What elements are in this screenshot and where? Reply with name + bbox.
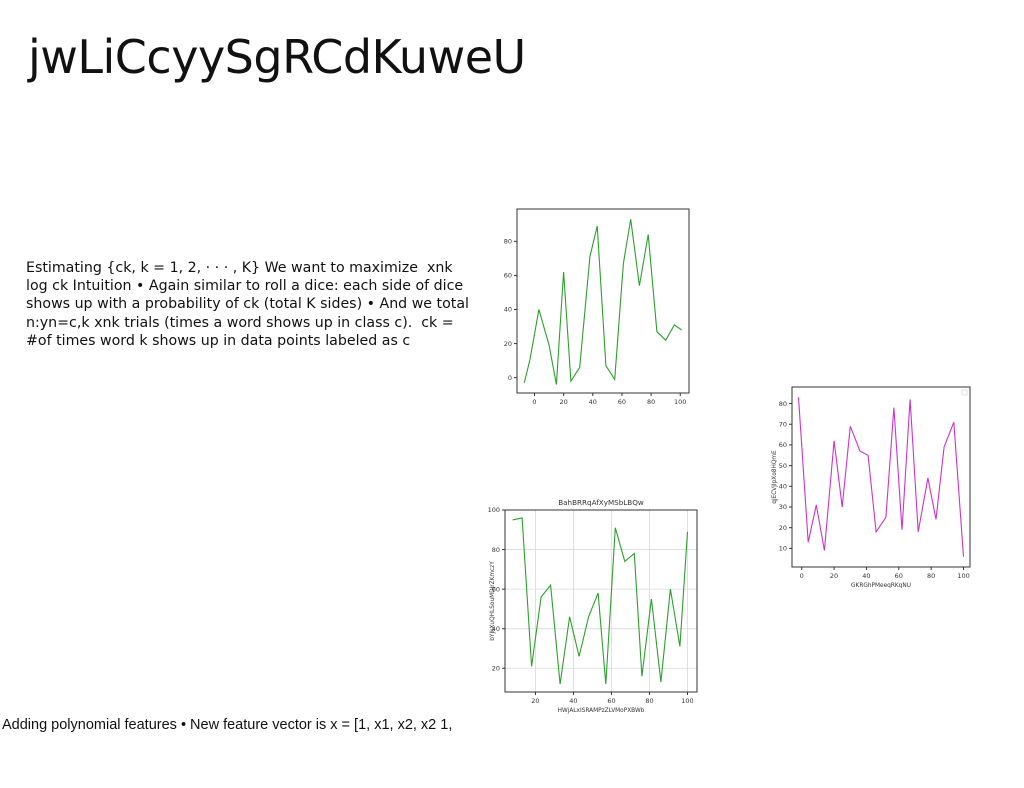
chart-right: 0 20 40 60 80 100 10 20 30 40 50 60 70 80 GKRGhPMeeqRK… — [770, 382, 976, 588]
series-line — [799, 397, 964, 556]
x-tick-label: 0 — [532, 398, 536, 406]
y-tick-label: 0 — [508, 374, 512, 382]
x-tick-label: 20 — [531, 697, 539, 705]
y-axis-label: bYjkXuQHLSouMDjrZKmczY — [490, 561, 496, 641]
x-tick-label: 80 — [645, 697, 653, 705]
series-line — [524, 219, 681, 384]
y-tick-label: 50 — [779, 462, 787, 470]
y-tick-label: 30 — [779, 503, 787, 511]
series-line — [513, 518, 688, 684]
x-tick-label: 40 — [589, 398, 597, 406]
plot-frame — [505, 510, 697, 692]
legend-box — [962, 390, 967, 395]
y-axis-label: qjECVjIpXo8HQmE — [772, 450, 778, 504]
chart-bottom: 20 40 60 80 10020406080100BahBRRqAfXyMSbLBQw… — [488, 494, 702, 716]
y-tick-label: 40 — [779, 483, 787, 491]
y-tick-label: 80 — [492, 546, 500, 554]
y-tick-label: 80 — [504, 238, 512, 246]
x-tick-label: 60 — [895, 572, 903, 580]
x-tick-label: 40 — [862, 572, 870, 580]
y-tick-label: 100 — [488, 506, 500, 514]
x-tick-label: 20 — [830, 572, 838, 580]
x-tick-label: 20 — [560, 398, 568, 406]
x-tick-label: 100 — [681, 697, 693, 705]
plot-frame — [517, 209, 689, 393]
y-tick-label: 80 — [779, 400, 787, 408]
x-tick-label: 100 — [957, 572, 969, 580]
chart-title: BahBRRqAfXyMSbLBQw — [558, 498, 644, 507]
y-tick-label: 20 — [492, 664, 500, 672]
footer-paragraph: Adding polynomial features • New feature… — [2, 717, 452, 733]
x-tick-label: 80 — [927, 572, 935, 580]
y-tick-label: 20 — [504, 340, 512, 348]
x-tick-label: 60 — [607, 697, 615, 705]
x-axis-label: HWjALxISRAMPzZLVMoPXBWb — [558, 708, 645, 714]
y-tick-label: 60 — [504, 272, 512, 280]
x-tick-label: 40 — [569, 697, 577, 705]
body-paragraph: Estimating { ck, k = 1, 2, · · · , K} We… — [26, 259, 476, 350]
plot-frame — [792, 387, 970, 567]
x-tick-label: 0 — [800, 572, 804, 580]
x-tick-label: 100 — [674, 398, 686, 406]
x-tick-label: 60 — [618, 398, 626, 406]
y-tick-label: 20 — [779, 524, 787, 532]
x-tick-label: 80 — [647, 398, 655, 406]
y-tick-label: 10 — [779, 545, 787, 553]
y-tick-label: 40 — [504, 306, 512, 314]
slide-title: jwLiCcyySgRCdKuweU — [28, 30, 526, 84]
y-tick-label: 70 — [779, 420, 787, 428]
chart-top-left: 0 20 40 60 80 100 0 20 40 60 80 — [496, 204, 696, 410]
x-axis-label: GKRGhPMeeqRKgNU — [851, 583, 911, 588]
y-tick-label: 60 — [779, 441, 787, 449]
